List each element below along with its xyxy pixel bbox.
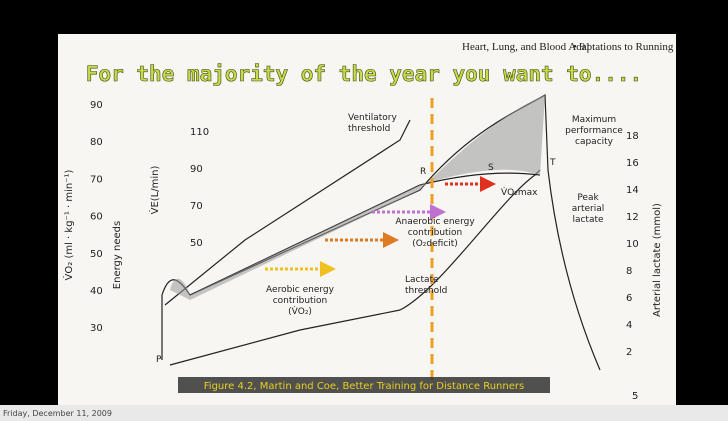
point-label: T (549, 158, 556, 168)
right-tick: 10 (626, 239, 639, 250)
right-tick: 12 (626, 212, 639, 223)
left-tick: 50 (90, 249, 103, 260)
footer-strip (0, 405, 728, 421)
annotation: Aerobic energy (266, 285, 335, 295)
left-axis-label: V̇O₂ (ml · kg⁻¹ · min⁻¹) (62, 169, 75, 280)
left-tick: 90 (90, 100, 103, 111)
annotation: (V̇O₂) (288, 305, 312, 317)
caption: Figure 4.2, Martin and Coe, Better Train… (204, 381, 524, 392)
arrow-head (383, 232, 399, 248)
point-label: S (488, 163, 494, 173)
annotation: contribution (408, 228, 463, 238)
right-tick: 2 (626, 347, 632, 358)
right-axis-label: Arterial lactate (mmol) (652, 203, 663, 317)
annotation: threshold (348, 124, 390, 134)
vo2max-label: V̇O₂max (501, 186, 538, 198)
right-tick: 6 (626, 293, 632, 304)
inner-tick: 90 (190, 164, 203, 175)
annotation: arterial (572, 204, 605, 214)
running-head: Heart, Lung, and Blood Adaptations to Ru… (462, 41, 674, 53)
right-tick: 14 (626, 185, 639, 196)
right-tick: 8 (626, 266, 632, 277)
right-tick: 16 (626, 158, 639, 169)
point-label: P (156, 355, 162, 365)
annotation: Peak (577, 193, 599, 203)
page-number: • 91 (573, 41, 591, 53)
arrow-head (430, 204, 446, 220)
footer-date: Friday, December 11, 2009 (3, 409, 112, 418)
left-tick: 40 (90, 286, 103, 297)
right-tick: 4 (626, 320, 632, 331)
right-tick: 18 (626, 131, 639, 142)
annotation: lactate (572, 215, 604, 225)
inner-tick: 50 (190, 238, 203, 249)
annotation: Maximum (572, 115, 616, 125)
left-axis-sublabel: Energy needs (112, 221, 123, 289)
left-tick: 70 (90, 174, 103, 185)
ve-curve (164, 119, 411, 306)
arrow-head (480, 176, 496, 192)
left-tick: 60 (90, 212, 103, 223)
figure-page (58, 34, 676, 406)
lactate-curve (169, 169, 541, 366)
annotation: contribution (273, 296, 328, 306)
slide-title: For the majority of the year you want to… (86, 62, 642, 86)
left-tick: 30 (90, 323, 103, 334)
caption-bar (178, 377, 550, 393)
annotation: performance (565, 126, 623, 136)
inner-tick: 110 (190, 127, 209, 138)
extra-tick: 5 (632, 391, 638, 402)
inner-axis-label: V̇E(L/min) (148, 166, 161, 215)
annotation: capacity (575, 137, 614, 147)
inner-tick: 70 (190, 201, 203, 212)
arrows (265, 176, 496, 277)
annotation: Anaerobic energy (395, 217, 475, 227)
annotation: threshold (405, 286, 447, 296)
arrow-head (320, 261, 336, 277)
left-tick: 80 (90, 137, 103, 148)
annotation: Ventilatory (348, 113, 397, 123)
annotation: (O₂deficit) (412, 239, 458, 249)
annotation: Lactate (405, 275, 439, 285)
point-label: R (420, 167, 426, 177)
